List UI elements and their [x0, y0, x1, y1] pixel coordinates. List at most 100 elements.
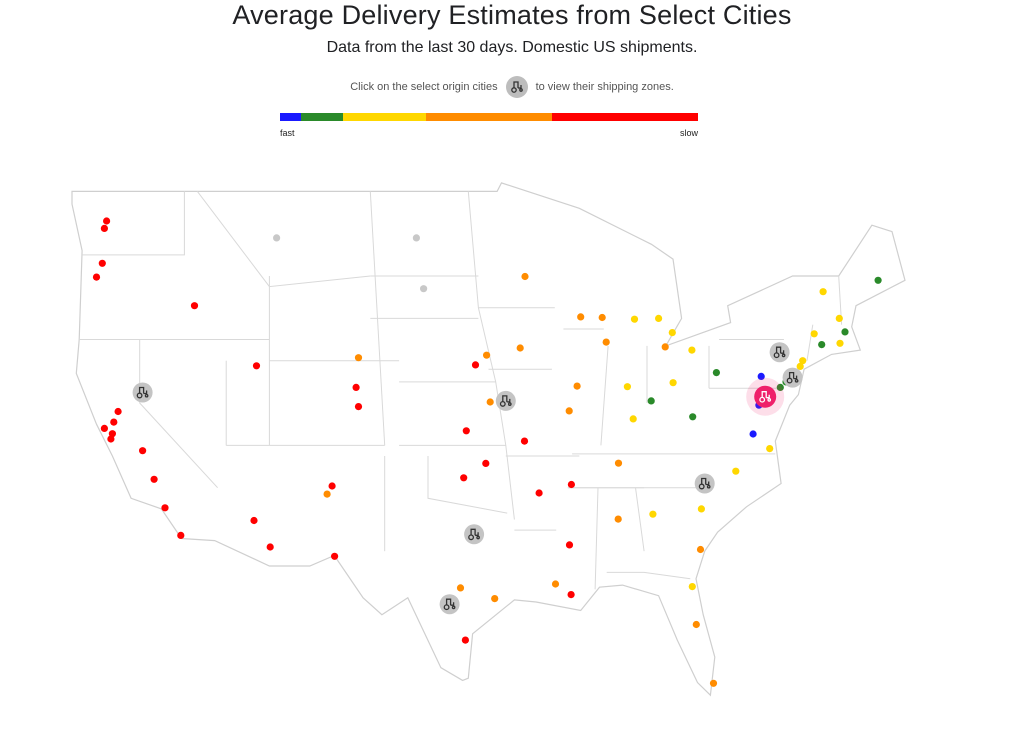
- destination-dot: [352, 383, 360, 391]
- state-border: [139, 339, 218, 489]
- destination-dot: [491, 595, 499, 603]
- state-border: [594, 487, 599, 590]
- legend-fast-label: fast: [280, 128, 295, 138]
- destination-dot: [328, 482, 336, 490]
- legend-segment: [342, 113, 427, 121]
- legend-slow-label: slow: [679, 128, 698, 138]
- origin-city-button[interactable]: [495, 390, 516, 411]
- destination-dot: [668, 329, 676, 337]
- truck-icon: [443, 598, 456, 611]
- destination-dot: [799, 357, 807, 365]
- destination-dot: [688, 583, 696, 591]
- destination-dot: [114, 407, 122, 416]
- destination-dot: [354, 403, 363, 411]
- origin-badge-circle: [495, 390, 516, 411]
- origin-city-button[interactable]: [464, 524, 485, 545]
- origin-badge-circle: [694, 473, 715, 494]
- origin-city-button[interactable]: [782, 367, 803, 388]
- speed-legend-bar: [280, 113, 698, 121]
- state-border: [467, 191, 515, 520]
- destination-dot: [521, 272, 529, 281]
- origin-hint: Click on the select origin cities to vie…: [0, 76, 1024, 98]
- destination-dot: [565, 541, 574, 549]
- destination-dot: [551, 580, 560, 588]
- origin-badge-circle: [769, 342, 790, 363]
- page-subtitle: Data from the last 30 days. Domestic US …: [326, 39, 698, 56]
- destination-dot: [630, 315, 639, 323]
- destination-dot: [818, 341, 826, 349]
- hint-text-before: Click on the select origin cities: [350, 81, 498, 93]
- destination-dot: [516, 344, 524, 352]
- destination-dot: [573, 382, 581, 390]
- destination-dot: [598, 313, 606, 322]
- destination-dot: [841, 328, 849, 336]
- destination-dot: [520, 437, 529, 445]
- destination-dot: [623, 383, 632, 391]
- destination-dot: [100, 424, 108, 432]
- destination-dot: [776, 383, 784, 391]
- destination-dot: [250, 516, 258, 525]
- destination-dot: [692, 620, 700, 629]
- destination-dot: [712, 369, 721, 377]
- truck-icon: [759, 391, 772, 403]
- destination-dot: [535, 489, 543, 497]
- destination-dot: [836, 339, 844, 347]
- destination-dot: [796, 362, 804, 370]
- destination-dot: [456, 584, 465, 592]
- destination-dot: [649, 510, 657, 518]
- destination-dot: [749, 430, 757, 438]
- truck-icon: [136, 386, 149, 399]
- destination-dot: [835, 314, 843, 322]
- origin-badge-circle: [464, 524, 485, 545]
- origin-city-button[interactable]: [439, 594, 460, 615]
- truck-icon: [786, 371, 799, 384]
- destination-dot: [412, 234, 420, 242]
- destination-dot: [486, 398, 494, 406]
- destination-dot: [577, 313, 585, 321]
- state-border: [197, 191, 371, 288]
- destination-dot: [420, 285, 428, 293]
- destination-dot: [602, 338, 610, 346]
- destination-dot: [688, 346, 696, 354]
- destination-dot: [161, 504, 169, 512]
- origin-city-button[interactable]: [132, 382, 153, 403]
- destination-dot: [819, 288, 827, 296]
- destination-dot: [150, 475, 158, 483]
- legend-segment: [280, 113, 301, 121]
- state-border: [606, 571, 691, 580]
- origin-markers: [132, 342, 803, 615]
- destination-dot: [482, 459, 490, 467]
- state-border: [427, 456, 508, 514]
- truck-icon: [505, 76, 528, 98]
- destination-dot: [614, 459, 623, 467]
- destination-dot: [462, 427, 470, 435]
- destination-dot: [108, 430, 116, 438]
- origin-city-button[interactable]: [694, 473, 715, 494]
- destination-dot: [669, 379, 677, 387]
- destination-dot: [647, 397, 655, 405]
- origin-city-button[interactable]: [746, 377, 785, 416]
- destination-dot: [696, 545, 705, 554]
- destination-dot: [252, 362, 261, 370]
- destination-dot: [874, 276, 882, 284]
- destination-dot: [757, 372, 765, 380]
- destination-dot: [266, 543, 274, 551]
- destination-dot: [661, 343, 669, 351]
- hint-text-after: to view their shipping zones.: [535, 81, 674, 93]
- state-border: [635, 487, 645, 552]
- destination-dot: [567, 591, 575, 599]
- legend-segment: [300, 113, 343, 121]
- origin-city-button[interactable]: [769, 342, 790, 363]
- country-outline: [71, 182, 906, 697]
- destination-dot: [460, 474, 468, 482]
- destination-dot: [697, 505, 706, 513]
- state-border: [806, 324, 814, 361]
- destination-dot: [323, 490, 331, 498]
- destination-points: [92, 217, 882, 687]
- destination-dot: [629, 415, 637, 423]
- destination-dot: [190, 302, 199, 310]
- destination-dot: [766, 445, 774, 453]
- truck-icon: [499, 395, 512, 407]
- destination-dot: [567, 480, 576, 489]
